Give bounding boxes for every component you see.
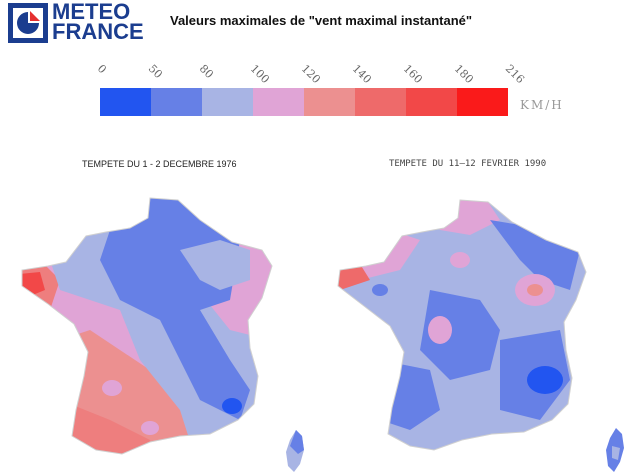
color-scale-unit: KM/H [520,98,564,112]
color-scale-segment [202,88,253,116]
wind-map-1990 [337,199,587,451]
color-scale-segment [355,88,406,116]
color-scale-segment [253,88,304,116]
color-scale-bar [100,88,508,116]
corsica-1976 [286,430,304,472]
color-scale-tick-label: 80 [196,62,216,82]
corsica-1990 [606,428,624,472]
color-scale-tick-label: 100 [247,62,272,87]
color-scale-segment [100,88,151,116]
wind-map-1976 [21,197,273,455]
map-title-1990: TEMPETE DU 11–12 FEVRIER 1990 [389,159,547,169]
color-scale-tick-label: 160 [400,62,425,87]
color-scale-segment [304,88,355,116]
meteo-france-logo-icon [8,3,48,43]
logo-text: METEO FRANCE [52,0,144,44]
color-scale-segment [151,88,202,116]
color-scale-tick-label: 0 [94,62,109,77]
logo-line-1: METEO [52,0,131,24]
color-scale-segment [406,88,457,116]
color-scale-tick-label: 180 [451,62,476,87]
map-title-1976: TEMPETE DU 1 - 2 DECEMBRE 1976 [82,159,237,169]
meteo-france-logo: METEO FRANCE [8,0,146,44]
color-scale-tick-label: 120 [298,62,323,87]
color-scale-tick-label: 140 [349,62,374,87]
page-title: Valeurs maximales de "vent maximal insta… [170,13,473,28]
color-scale-segment [457,88,508,116]
color-scale-tick-label: 50 [145,62,165,82]
logo-line-2: FRANCE [52,19,144,44]
color-scale-tick-label: 216 [502,62,527,87]
